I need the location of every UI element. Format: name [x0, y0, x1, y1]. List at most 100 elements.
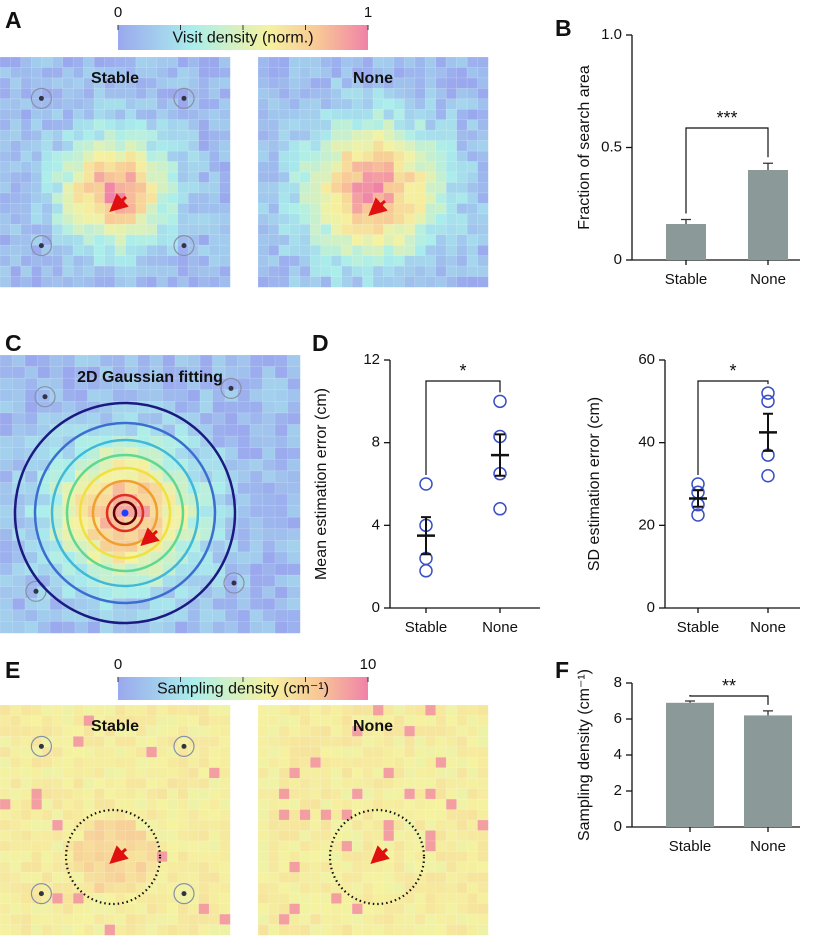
heatmap-cell	[287, 470, 301, 484]
heatmap-cell	[219, 830, 231, 842]
heatmap-cell	[104, 161, 116, 173]
heatmap-cell	[435, 203, 447, 215]
heatmap-cell	[83, 265, 95, 278]
heatmap-cell	[299, 830, 311, 842]
heatmap-cell	[104, 244, 116, 257]
heatmap-cell	[187, 129, 200, 142]
heatmap-cell	[74, 621, 89, 634]
heatmap-cell	[278, 182, 290, 194]
heatmap-cell	[135, 182, 147, 194]
heatmap-cell	[93, 119, 106, 131]
heatmap-cell	[445, 129, 458, 142]
heatmap-cell	[309, 192, 322, 204]
heatmap-cell	[146, 77, 158, 89]
heatmap-cell	[199, 505, 214, 518]
heatmap-cell	[383, 265, 395, 278]
heatmap-cell	[114, 903, 127, 915]
heatmap-cell	[146, 234, 158, 246]
heatmap-cell	[146, 798, 158, 811]
heatmap-cell	[435, 882, 447, 894]
heatmap-cell	[383, 746, 395, 758]
heatmap-cell	[219, 871, 231, 884]
heatmap-cell	[341, 161, 353, 173]
heatmap-cell	[299, 67, 311, 79]
heatmap-cell	[424, 798, 437, 811]
heatmap-cell	[224, 412, 239, 426]
heatmap-cell	[174, 424, 189, 437]
heatmap-cell	[31, 840, 43, 852]
heatmap-cell	[289, 265, 301, 278]
heatmap-cell	[456, 840, 468, 852]
heatmap-cell	[125, 798, 137, 811]
heatmap-cell	[456, 67, 468, 79]
heatmap-cell	[372, 88, 385, 100]
heatmap-cell	[10, 788, 22, 800]
heatmap-cell	[104, 924, 116, 936]
heatmap-cell	[268, 203, 280, 215]
heatmap-cell	[166, 140, 179, 152]
heatmap-cell	[287, 540, 301, 553]
heatmap-cell	[341, 746, 353, 758]
heatmap-cell	[135, 809, 147, 821]
heatmap-cell	[198, 809, 210, 821]
post-center	[181, 743, 187, 749]
heatmap-cell	[456, 119, 468, 131]
heatmap-cell	[187, 609, 201, 623]
heatmap-cell	[199, 597, 214, 611]
heatmap-cell	[362, 924, 374, 936]
heatmap-cell	[125, 851, 137, 863]
heatmap-cell	[0, 192, 12, 204]
heatmap-cell	[268, 88, 280, 100]
heatmap-cell	[72, 88, 85, 100]
heatmap-cell	[278, 871, 290, 884]
heatmap-cell	[435, 736, 447, 748]
heatmap-cell	[114, 777, 127, 790]
heatmap-cell	[146, 171, 158, 184]
heatmap-cell	[0, 424, 14, 437]
heatmap-cell	[477, 830, 489, 842]
heatmap-cell	[309, 924, 322, 936]
heatmap-cell	[278, 767, 290, 779]
heatmap-cell	[0, 704, 12, 717]
heatmap-cell	[0, 67, 12, 79]
heatmap-cell	[51, 903, 64, 915]
heatmap-cell	[404, 892, 416, 905]
heatmap-cell	[299, 777, 311, 790]
heatmap-cell	[146, 255, 158, 267]
heatmap-cell	[156, 746, 168, 758]
heatmap-cell	[219, 767, 231, 779]
heatmap-cell	[93, 265, 106, 278]
heatmap-cell	[278, 913, 290, 926]
heatmap-cell	[456, 203, 468, 215]
heatmap-cell	[93, 704, 106, 717]
heatmap-cell	[125, 756, 137, 769]
heatmap-cell	[125, 840, 137, 852]
heatmap-cell	[257, 129, 270, 142]
heatmap-cell	[208, 913, 221, 926]
y-axis-label: Sampling density (cm⁻¹)	[576, 669, 593, 841]
heatmap-cell	[268, 223, 280, 236]
heatmap-cell	[278, 56, 290, 69]
heatmap-cell	[114, 161, 127, 173]
heatmap-cell	[278, 67, 290, 79]
heatmap-cell	[104, 223, 116, 236]
heatmap-cell	[393, 777, 405, 790]
heatmap-cell	[10, 161, 22, 173]
heatmap-cell	[289, 830, 301, 842]
heatmap-cell	[156, 903, 168, 915]
heatmap-cell	[262, 540, 276, 553]
heatmap-cell	[10, 725, 22, 737]
heatmap-cell	[383, 171, 395, 184]
heatmap-cell	[362, 203, 374, 215]
heatmap-cell	[125, 88, 137, 100]
heatmap-cell	[299, 736, 311, 748]
heatmap-cell	[174, 540, 189, 553]
heatmap-cell	[262, 516, 276, 530]
heatmap-cell	[114, 830, 127, 842]
heatmap-cell	[445, 255, 458, 267]
heatmap-cell	[372, 861, 385, 873]
heatmap-cell	[249, 505, 264, 518]
heatmap-cell	[435, 119, 447, 131]
heatmap-cell	[208, 192, 221, 204]
